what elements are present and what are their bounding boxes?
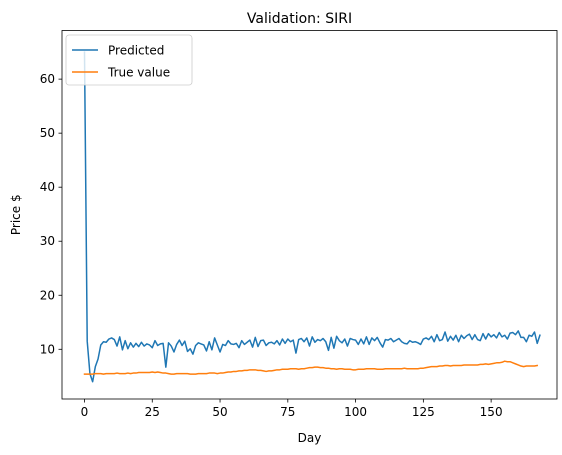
x-tick-label: 0: [81, 405, 89, 419]
chart-title: Validation: SIRI: [247, 11, 352, 27]
series-line-true-value: [83, 360, 539, 375]
legend-label-predicted: Predicted: [108, 44, 164, 58]
x-tick-label: 50: [212, 405, 227, 419]
x-tick-label: 25: [145, 405, 160, 419]
y-axis: 10 20 30 40 50 60: [40, 72, 62, 356]
y-tick-label: 60: [40, 72, 55, 86]
y-tick-label: 50: [40, 126, 55, 140]
x-axis-label: Day: [298, 431, 322, 445]
x-tick-label: 125: [412, 405, 435, 419]
y-tick-label: 20: [40, 288, 55, 302]
x-tick-label: 100: [344, 405, 367, 419]
legend: Predicted True value: [65, 34, 193, 86]
plot-frame: [61, 30, 558, 400]
series-line-predicted: [83, 51, 541, 383]
plot-series: [83, 51, 541, 383]
y-tick-label: 30: [40, 234, 55, 248]
y-tick-label: 40: [40, 180, 55, 194]
legend-label-true-value: True value: [107, 66, 170, 80]
y-axis-label: Price $: [9, 194, 23, 235]
x-tick-label: 75: [280, 405, 295, 419]
x-tick-label: 150: [480, 405, 503, 419]
x-axis: 0 25 50 75 100 125 150: [81, 399, 503, 419]
y-tick-label: 10: [40, 342, 55, 356]
